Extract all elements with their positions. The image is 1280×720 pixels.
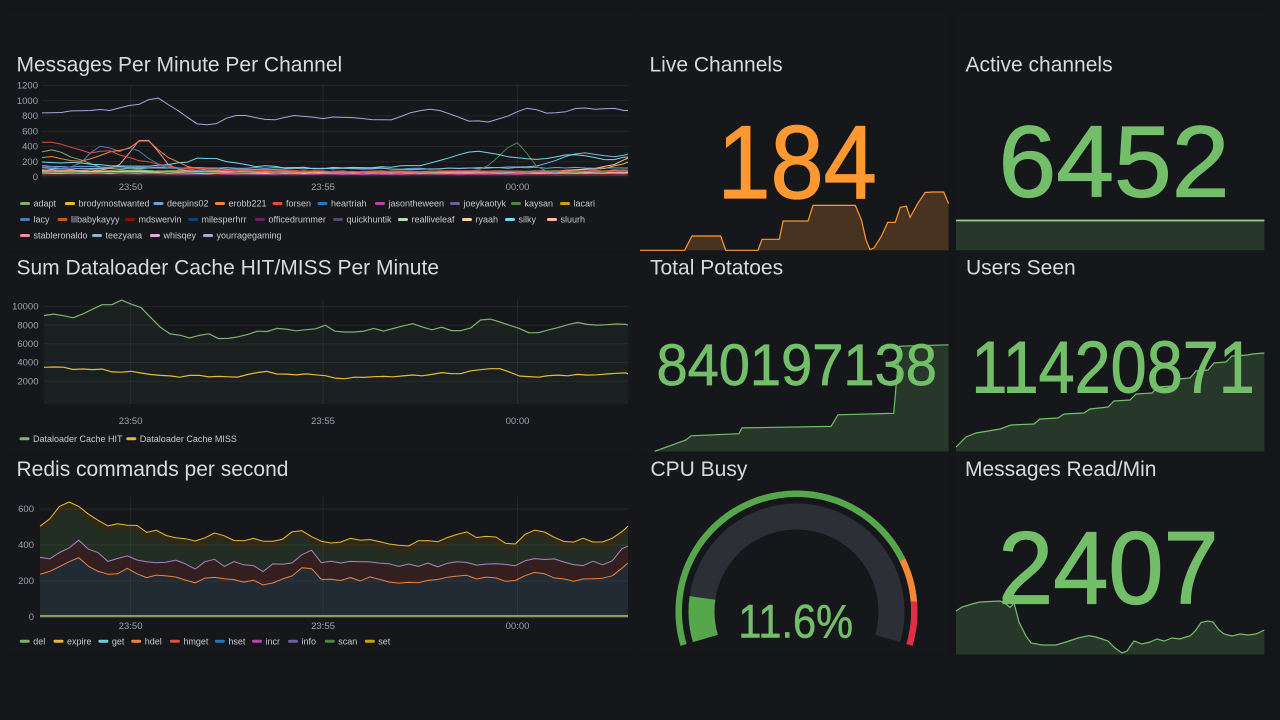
- svg-text:del: del: [33, 636, 45, 646]
- svg-text:Live Channels: Live Channels: [650, 53, 783, 76]
- svg-text:10000: 10000: [12, 302, 38, 313]
- svg-text:23:50: 23:50: [119, 416, 143, 427]
- svg-text:hmget: hmget: [183, 636, 209, 646]
- svg-text:11.6%: 11.6%: [738, 596, 853, 649]
- svg-text:erobb221: erobb221: [229, 199, 267, 209]
- svg-text:expire: expire: [67, 636, 92, 646]
- svg-text:kaysan: kaysan: [525, 199, 554, 209]
- svg-text:Dataloader Cache HIT: Dataloader Cache HIT: [33, 434, 123, 444]
- svg-text:sluurh: sluurh: [561, 215, 586, 225]
- svg-text:heartriah: heartriah: [331, 199, 367, 209]
- svg-text:600: 600: [18, 504, 34, 515]
- svg-text:23:50: 23:50: [119, 182, 143, 193]
- svg-text:lilbabykayyy: lilbabykayyy: [71, 215, 120, 225]
- svg-text:ryaah: ryaah: [476, 215, 499, 225]
- svg-text:184: 184: [717, 105, 877, 221]
- svg-text:Sum Dataloader Cache HIT/MISS: Sum Dataloader Cache HIT/MISS Per Minute: [17, 257, 440, 280]
- svg-text:800: 800: [22, 111, 38, 122]
- svg-text:scan: scan: [338, 636, 357, 646]
- svg-text:Messages Read/Min: Messages Read/Min: [965, 458, 1156, 481]
- svg-text:200: 200: [18, 576, 34, 587]
- svg-text:lacari: lacari: [574, 199, 596, 209]
- svg-text:stableronaldo: stableronaldo: [34, 231, 88, 241]
- svg-text:400: 400: [18, 540, 34, 551]
- svg-text:0: 0: [29, 612, 34, 623]
- svg-text:Messages Per Minute Per Channe: Messages Per Minute Per Channel: [17, 53, 343, 76]
- svg-text:silky: silky: [519, 215, 537, 225]
- svg-text:set: set: [378, 636, 391, 646]
- svg-text:Redis commands per second: Redis commands per second: [17, 458, 289, 481]
- svg-text:00:00: 00:00: [506, 182, 530, 193]
- svg-text:joeykaotyk: joeykaotyk: [463, 199, 507, 209]
- svg-text:teezyana: teezyana: [106, 231, 143, 241]
- svg-text:23:55: 23:55: [311, 416, 335, 427]
- svg-text:adapt: adapt: [34, 199, 57, 209]
- svg-text:realliveleaf: realliveleaf: [412, 215, 456, 225]
- svg-text:Dataloader Cache MISS: Dataloader Cache MISS: [140, 434, 237, 444]
- svg-text:00:00: 00:00: [506, 416, 530, 427]
- svg-text:forsen: forsen: [286, 199, 311, 209]
- svg-text:0: 0: [33, 172, 38, 183]
- svg-text:200: 200: [22, 157, 38, 168]
- svg-text:6452: 6452: [999, 106, 1230, 219]
- svg-text:600: 600: [22, 126, 38, 137]
- svg-text:hdel: hdel: [145, 636, 162, 646]
- svg-text:officedrummer: officedrummer: [269, 215, 326, 225]
- svg-text:Users Seen: Users Seen: [966, 257, 1076, 280]
- svg-text:23:50: 23:50: [119, 621, 143, 632]
- svg-text:hset: hset: [228, 636, 246, 646]
- svg-text:yourragegaming: yourragegaming: [217, 231, 282, 241]
- svg-text:lacy: lacy: [34, 215, 51, 225]
- svg-text:quickhuntik: quickhuntik: [347, 215, 393, 225]
- svg-text:1000: 1000: [17, 96, 38, 107]
- svg-text:info: info: [302, 636, 317, 646]
- svg-text:00:00: 00:00: [506, 621, 530, 632]
- svg-text:6000: 6000: [17, 339, 38, 350]
- svg-text:11420871: 11420871: [971, 326, 1254, 409]
- svg-text:mdswervin: mdswervin: [139, 215, 182, 225]
- svg-text:deepins02: deepins02: [167, 199, 209, 209]
- svg-text:8000: 8000: [17, 320, 38, 331]
- svg-text:23:55: 23:55: [311, 621, 335, 632]
- svg-text:get: get: [112, 636, 125, 646]
- svg-text:Active channels: Active channels: [966, 53, 1113, 76]
- svg-text:jasontheween: jasontheween: [388, 199, 445, 209]
- svg-text:brodymostwanted: brodymostwanted: [79, 199, 150, 209]
- svg-text:incr: incr: [266, 636, 281, 646]
- svg-text:milesperhrr: milesperhrr: [202, 215, 247, 225]
- svg-text:4000: 4000: [17, 358, 38, 369]
- svg-text:400: 400: [22, 142, 38, 153]
- svg-text:840197138: 840197138: [656, 333, 937, 398]
- svg-text:1200: 1200: [17, 81, 38, 92]
- svg-text:CPU Busy: CPU Busy: [651, 458, 748, 481]
- svg-text:2407: 2407: [998, 511, 1219, 626]
- svg-text:2000: 2000: [17, 376, 38, 387]
- svg-text:23:55: 23:55: [311, 182, 335, 193]
- svg-text:Total Potatoes: Total Potatoes: [650, 257, 783, 280]
- svg-text:whisqey: whisqey: [163, 231, 197, 241]
